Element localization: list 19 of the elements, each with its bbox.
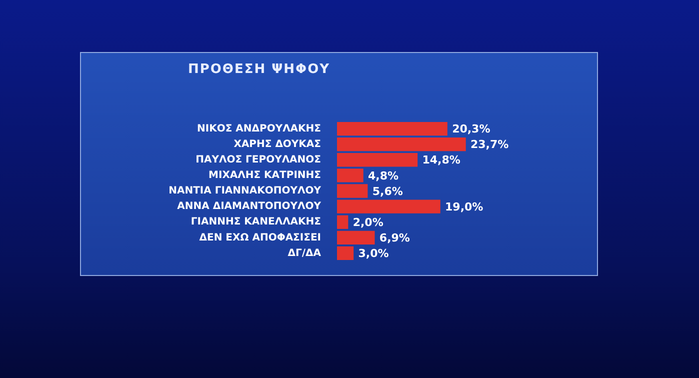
y-tick-label: ΝΙΚΟΣ ΑΝΔΡΟΥΛΑΚΗΣ bbox=[197, 123, 322, 134]
y-tick-label: ΓΙΑΝΝΗΣ ΚΑΝΕΛΛΑΚΗΣ bbox=[190, 216, 322, 228]
y-tick-label: ΜΙΧΑΛΗΣ ΚΑΤΡΙΝΗΣ bbox=[208, 170, 322, 182]
y-tick-label: ΧΑΡΗΣ ΔΟΥΚΑΣ bbox=[234, 138, 322, 150]
data-label: 20,3% bbox=[452, 122, 490, 136]
y-tick-label: ΔΓ/ΔΑ bbox=[288, 248, 322, 259]
y-tick-label: ΠΑΥΛΟΣ ΓΕΡΟΥΛΑΝΟΣ bbox=[196, 154, 322, 166]
data-label: 2,0% bbox=[352, 216, 384, 229]
data-label: 19,0% bbox=[445, 200, 484, 214]
data-label: 3,0% bbox=[358, 247, 389, 260]
y-tick-label: ΝΑΝΤΙΑ ΓΙΑΝΝΑΚΟΠΟΥΛΟΥ bbox=[168, 186, 322, 197]
data-label: 14,8% bbox=[422, 154, 460, 167]
y-tick-label: ΔΕΝ ΕΧΩ ΑΠΟΦΑΣΙΣΕΙ bbox=[199, 232, 321, 244]
data-label: 6,9% bbox=[379, 232, 410, 245]
data-label: 23,7% bbox=[470, 138, 509, 152]
data-label: 5,6% bbox=[372, 184, 403, 198]
data-label: 4,8% bbox=[368, 169, 399, 182]
y-tick-label: ΑΝΝΑ ΔΙΑΜΑΝΤΟΠΟΥΛΟΥ bbox=[177, 201, 322, 212]
chart-title: ΠΡΟΘΕΣΗ ΨΗΦΟΥ bbox=[186, 62, 332, 77]
